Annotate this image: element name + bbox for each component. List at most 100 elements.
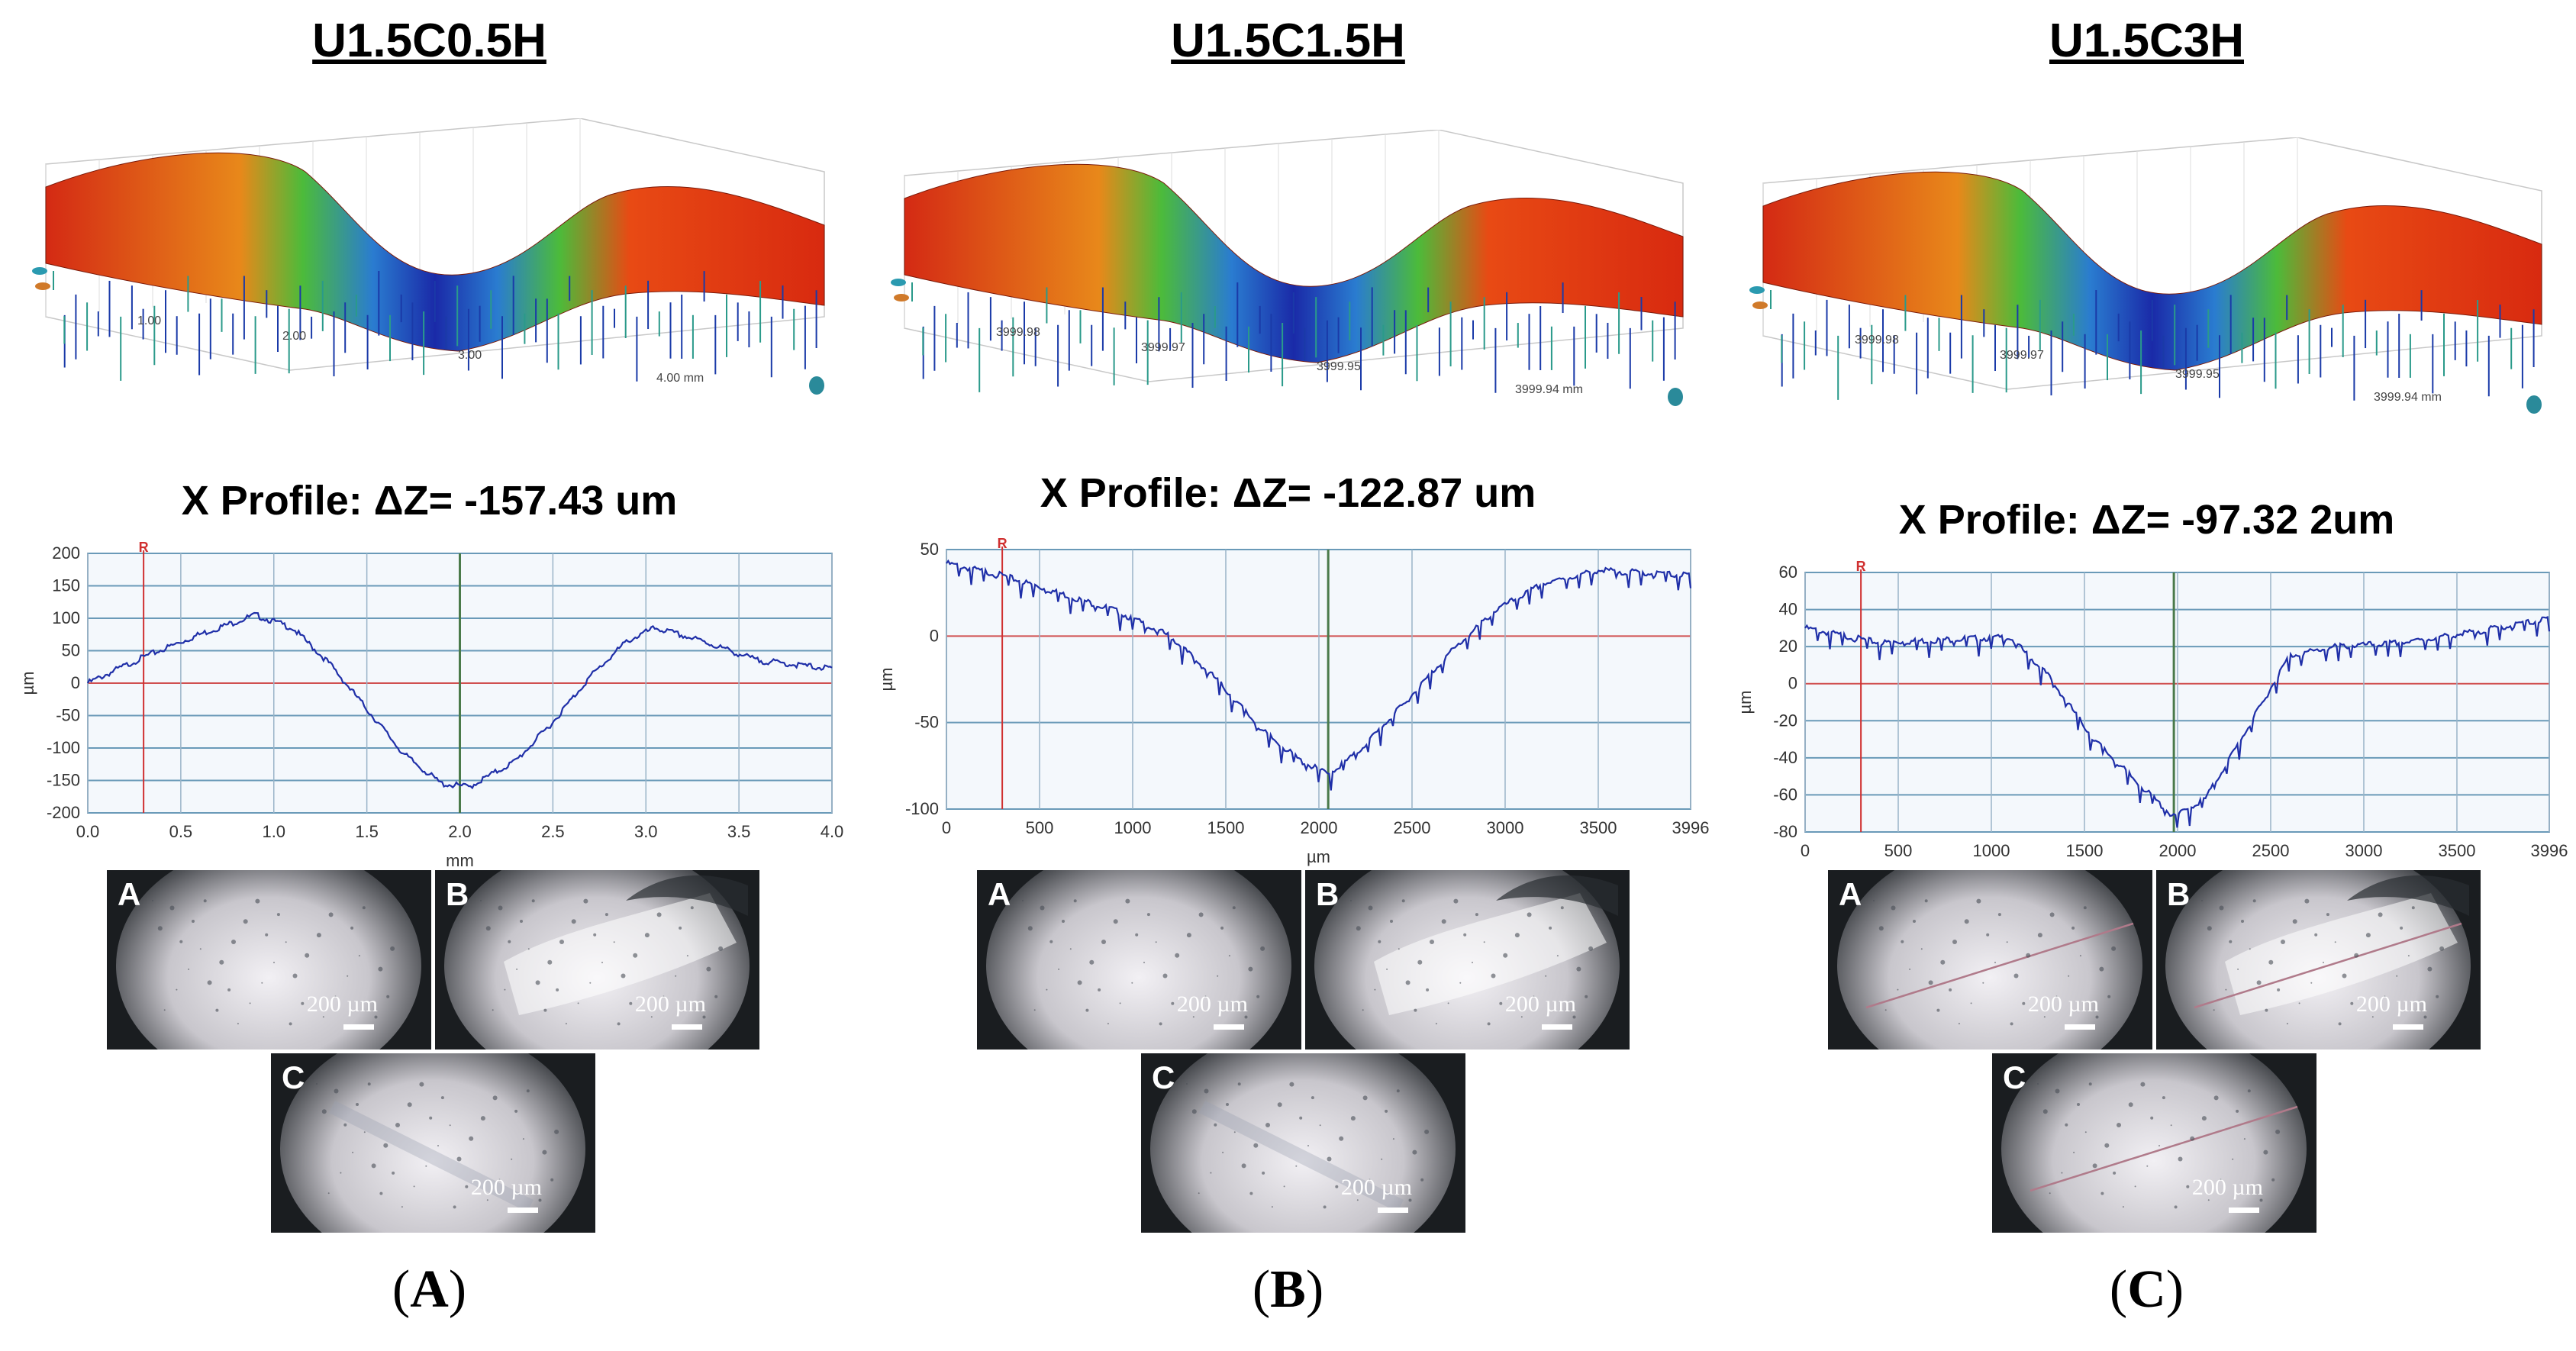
surface-pit [2310,982,2313,984]
surface-pit [2350,1001,2354,1005]
y-tick-label: 150 [52,576,80,595]
surface-pit [1175,953,1180,958]
surface-pit [1143,962,1145,963]
surface-pit [1982,982,1984,984]
surface-pit [1233,1131,1236,1133]
surface-pit [316,933,321,938]
surface-pit [1271,1206,1273,1208]
orientation-icon [2526,395,2542,414]
scale-bar [672,1024,702,1030]
profile-series-line [87,611,833,790]
orientation-icon [1668,388,1683,406]
surface-pit [1033,1009,1036,1011]
surface-pit [605,913,608,917]
orientation-icon [894,294,909,301]
micrograph-letter: A [1839,876,1862,912]
x-tick-label: 0.0 [76,822,100,841]
y-tick-label: 0 [930,626,939,645]
surface-pit [686,955,688,957]
surface-tick-label: 3999.97 [1141,341,1185,354]
surface-pit [2252,899,2256,903]
surface-pit [1131,982,1133,984]
surface-pit [169,905,175,911]
surface-pit [449,1124,451,1127]
surface-pit [2354,953,2359,958]
x-tick-label: 2000 [1301,818,1338,837]
surface-pit [2071,926,2075,930]
surface-pit [1936,1008,1940,1012]
surface-pit [1022,900,1024,901]
surface-pit [1256,995,1260,998]
profile-title: X Profile: ΔZ= -122.87 um [1040,470,1536,516]
surface-pit [1101,940,1106,944]
debris-region [626,875,748,916]
surface-pit [1385,1109,1388,1113]
orientation-icon [1752,301,1768,309]
surface-pit [706,966,711,972]
surface-pit [1085,1008,1089,1012]
surface-pit [1253,1143,1259,1148]
surface-pit [2013,973,2019,979]
surface-pit [1913,920,1916,923]
y-tick-label: -150 [47,771,80,790]
scratch-line [2194,922,2462,1009]
surface-pit [1191,1109,1197,1114]
surface-pit [305,953,310,958]
surface-pit [2006,941,2008,943]
x-tick-label: 0 [942,818,951,837]
surface-pit [322,1016,324,1018]
surface-pit [362,906,366,910]
surface-pit [2271,1178,2275,1182]
surface-3d-plot: 3999.98 3999.97 3999.95 3999.94 mm [1749,137,2542,414]
surface-pit [2146,1165,2149,1167]
scratch-band [328,1100,534,1213]
panel-title: U1.5C0.5H [312,15,546,67]
surface-pit [498,905,503,911]
illuminated-area [1837,870,2142,1050]
surface-pit [334,995,337,998]
surface-pit [1412,1149,1417,1155]
surface-pit [334,1088,339,1094]
surface-pit [2068,975,2070,977]
surface-pit [465,1185,469,1188]
scratch-band [1198,1100,1404,1213]
surface-pit [1572,1015,1576,1019]
surface-pit [2095,1015,2099,1019]
surface-pit [2436,995,2439,998]
scale-bar-label: 200 µm [635,991,706,1017]
worn-surface [45,152,825,352]
surface-pit [1401,899,1405,903]
surface-pit [1949,988,1952,991]
surface-pit [1970,1002,1972,1004]
surface-pit [1119,1002,1121,1004]
y-tick-label: 200 [52,543,80,563]
surface-pit [1588,946,1594,951]
surface-pit [1487,1022,1491,1026]
surface-pit [527,948,530,950]
surface-pit [2079,955,2081,957]
surface-pit [1362,1009,1364,1011]
surface-pit [675,975,677,977]
surface-pit [179,940,183,943]
surface-pit [363,1131,366,1133]
surface-pit [485,926,491,931]
surface-pit [1222,1151,1224,1153]
surface-pit [292,973,298,979]
surface-pit [1491,973,1496,979]
surface-pit [2286,1023,2288,1025]
surface-pit [1447,1002,1449,1004]
surface-pit [1049,940,1053,943]
surface-pit [1873,900,1875,901]
surface-pit [1198,912,1204,917]
surface-pit [2026,953,2031,958]
surface-pit [2111,946,2117,951]
surface-pit [2037,1083,2039,1085]
surface-pit [1146,913,1150,917]
surface-pit [1125,898,1130,904]
surface-tick-label: 3.00 [458,349,482,362]
panel-a: U1.5C0.5H 1.00 2.00 3.00 4.00 mm X Profile:… [0,0,859,1351]
surface-tick-label: 2.00 [282,330,306,343]
surface-pit [1350,900,1352,901]
surface-pit [2439,946,2445,951]
micrograph-letter: C [1152,1059,1175,1095]
